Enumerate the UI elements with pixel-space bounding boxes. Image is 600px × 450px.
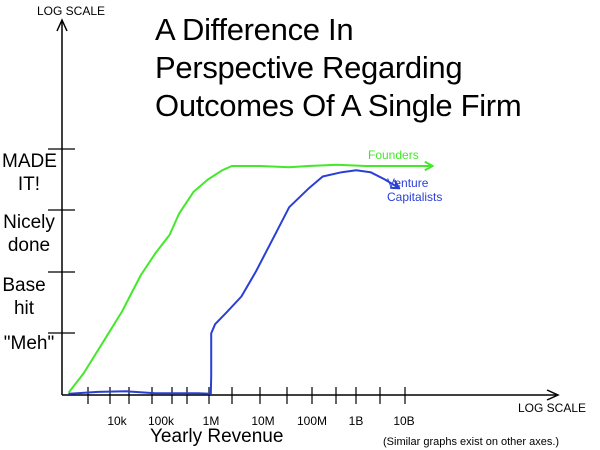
y-category-nicely-done-line-1: Nicely bbox=[3, 212, 55, 233]
series-label-vc-line-2: Capitalists bbox=[387, 190, 443, 204]
y-category-base-hit-line-1: Base bbox=[2, 275, 46, 296]
y-category-nicely-done: Nicely done bbox=[2, 211, 56, 257]
x-tick-label-100m: 100M bbox=[296, 414, 328, 428]
chart-title-line-3: Outcomes Of A Single Firm bbox=[155, 88, 522, 123]
y-category-base-hit: Base hit bbox=[2, 274, 46, 320]
series-label-vc-line-1: Venture bbox=[387, 176, 429, 190]
y-category-meh: "Meh" bbox=[2, 332, 56, 355]
y-category-made-it-line-1: MADE bbox=[2, 151, 57, 172]
footnote: (Similar graphs exist on other axes.) bbox=[383, 436, 560, 448]
x-tick-label-10k: 10k bbox=[107, 414, 127, 428]
y-category-made-it: MADE IT! bbox=[2, 150, 57, 196]
series-line-founders bbox=[68, 163, 434, 393]
y-axis-arrowhead bbox=[56, 18, 68, 32]
x-axis-title: Yearly Revenue bbox=[150, 426, 284, 447]
x-tick-label-1b: 1B bbox=[348, 414, 364, 428]
series-label-founders: Founders bbox=[368, 148, 419, 162]
y-axis-scale-label: LOG SCALE bbox=[37, 4, 106, 18]
series-arrowhead-venture-capitalists bbox=[390, 179, 401, 190]
series-arrowhead-founders bbox=[424, 160, 434, 172]
x-tick-label-100k: 100k bbox=[147, 414, 175, 428]
x-tick-label-1m: 1M bbox=[202, 414, 220, 428]
y-category-nicely-done-line-2: done bbox=[7, 235, 51, 256]
y-category-meh-line-1: "Meh" bbox=[3, 333, 55, 354]
x-axis-arrowhead bbox=[546, 389, 560, 401]
chart-title-line-2: Perspective Regarding bbox=[155, 50, 463, 85]
axes bbox=[48, 18, 560, 404]
series-label-venture-capitalists: Venture Capitalists bbox=[387, 176, 442, 204]
x-tick-label-10b: 10B bbox=[393, 414, 415, 428]
y-category-base-hit-line-2: hit bbox=[13, 298, 35, 319]
series-line-venture-capitalists bbox=[68, 169, 401, 395]
x-axis-scale-label: LOG SCALE bbox=[518, 401, 587, 415]
y-category-made-it-line-2: IT! bbox=[17, 174, 41, 195]
x-tick-label-10m: 10M bbox=[251, 414, 275, 428]
series-layer bbox=[68, 160, 434, 395]
chart-title-line-1: A Difference In bbox=[155, 12, 354, 47]
